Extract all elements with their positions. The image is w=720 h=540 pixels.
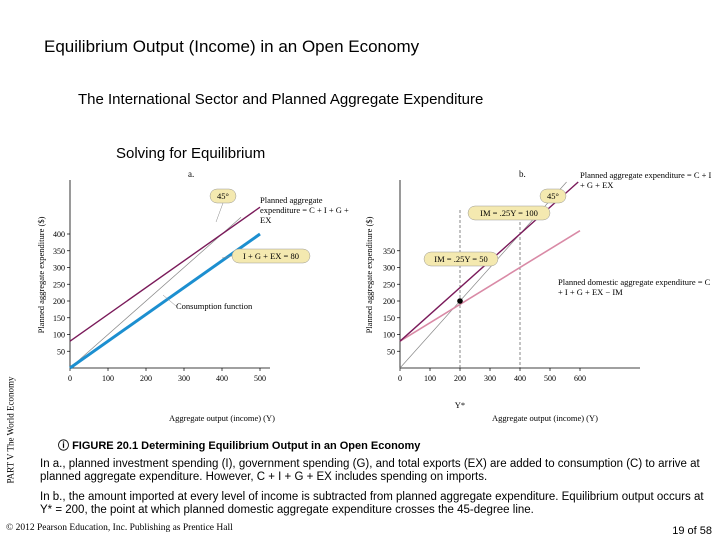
slide-subtitle: The International Sector and Planned Agg…: [78, 91, 484, 108]
slide-title: Equilibrium Output (Income) in an Open E…: [44, 37, 420, 56]
a-ytick-label: 150: [53, 314, 65, 323]
panel-b-45-text: 45°: [547, 191, 559, 201]
panel-b-im50-badge: [423, 251, 499, 267]
panel-b-im100-badge: [467, 205, 551, 221]
b-xtick-label: 100: [424, 374, 436, 383]
circle-i-icon: ⓘ: [58, 440, 69, 452]
a-ytick-label: 400: [53, 230, 65, 239]
panel-b-domestic-line: [399, 229, 581, 342]
b-xtick-label: 0: [398, 374, 402, 383]
panel-b-pae-note: Planned aggregate expenditure = C + I + …: [580, 170, 711, 190]
b-ytick-label: 300: [383, 264, 395, 273]
panel-a-ylabel: Planned aggregate expenditure ($): [36, 216, 46, 333]
a-xtick-label: 500: [254, 374, 266, 383]
caption-panel-a: In a., planned investment spending (I), …: [40, 458, 700, 483]
caption-panel-b: In b., the amount imported at every leve…: [40, 491, 704, 516]
a-ytick-label: 350: [53, 247, 65, 256]
panel-b-im50-text: IM = .25Y = 50: [434, 254, 487, 264]
b-ytick-label: 100: [383, 331, 395, 340]
b-ytick-label: 250: [383, 280, 395, 289]
panel-b-xlabel: Aggregate output (income) (Y): [492, 413, 598, 423]
panel-a-45-line: [69, 216, 242, 369]
b-ytick-label: 350: [383, 247, 395, 256]
a-xtick-label: 0: [68, 374, 72, 383]
b-xtick-label: 500: [544, 374, 556, 383]
a-ytick-label: 300: [53, 264, 65, 273]
a-xtick-label: 200: [140, 374, 152, 383]
a-xtick-label: 400: [216, 374, 228, 383]
a-xtick-label: 300: [178, 374, 190, 383]
a-ytick-label: 250: [53, 280, 65, 289]
panel-b-ystar-label: Y*: [455, 400, 465, 410]
panel-a-45-leader: [215, 202, 224, 223]
panel-b-45-badge: [539, 188, 567, 204]
panel-b-im100-text: IM = .25Y = 100: [480, 208, 538, 218]
panel-b-domestic-note: Planned domestic aggregate expenditure =…: [558, 277, 710, 297]
b-xtick-label: 400: [514, 374, 526, 383]
panel-a-xlabel: Aggregate output (income) (Y): [169, 413, 275, 423]
panel-a-45-text: 45°: [217, 191, 229, 201]
b-ytick-label: 50: [387, 347, 395, 356]
page-number: 19 of 58: [672, 525, 712, 537]
a-ytick-label: 50: [57, 347, 65, 356]
panel-a: a. Planned aggregate expenditure ($) Agg…: [36, 169, 349, 423]
panel-a-cons-note: Consumption function: [176, 301, 252, 311]
panel-a-consumption-line: [69, 232, 261, 370]
panel-b-equilibrium-point: [457, 298, 463, 304]
b-xtick-label: 300: [484, 374, 496, 383]
panel-b-ylabel: Planned aggregate expenditure ($): [364, 216, 374, 333]
panel-b: b. Planned aggregate expenditure ($) Agg…: [364, 169, 711, 423]
copyright: © 2012 Pearson Education, Inc. Publishin…: [6, 523, 233, 533]
section-heading: Solving for Equilibrium: [116, 145, 266, 162]
panel-a-igex-text: I + G + EX = 80: [243, 251, 299, 261]
b-ytick-label: 200: [383, 297, 395, 306]
panel-a-cons-leader: [162, 294, 177, 307]
panel-a-igex-leader: [221, 255, 233, 259]
a-xtick-label: 100: [102, 374, 114, 383]
a-ytick-label: 100: [53, 331, 65, 340]
panel-a-pae-note: Planned aggregate expenditure = C + I + …: [260, 195, 349, 225]
b-xtick-label: 600: [574, 374, 586, 383]
panel-a-pae-line: [69, 206, 261, 342]
b-ytick-label: 150: [383, 314, 395, 323]
b-xtick-label: 200: [454, 374, 466, 383]
figure-label: ⓘ FIGURE 20.1 Determining Equilibrium Ou…: [58, 440, 421, 452]
a-ytick-label: 200: [53, 297, 65, 306]
panel-a-label: a.: [188, 169, 194, 179]
panel-b-label: b.: [519, 169, 526, 179]
